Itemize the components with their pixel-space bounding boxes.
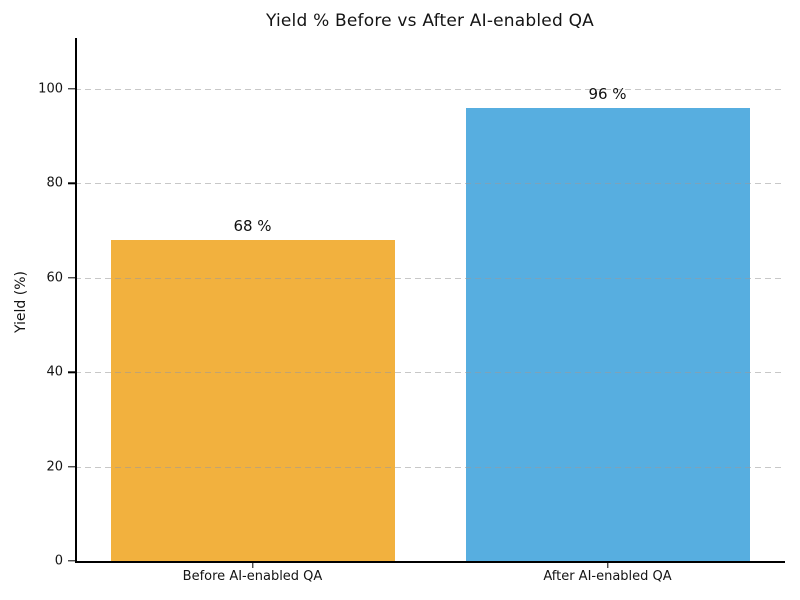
y-tick-mark-100: [68, 88, 75, 90]
gridline-y-80: [75, 183, 785, 185]
y-tick-label-0: 0: [54, 553, 63, 569]
y-tick-label-20: 20: [46, 459, 63, 475]
gridline-y-100: [75, 88, 785, 90]
y-tick-mark-20: [68, 465, 75, 468]
y-tick-label-60: 60: [46, 270, 63, 286]
gridline-y-20: [75, 466, 785, 468]
bar-value-label-before-ai-enabled-qa: 68 %: [233, 217, 272, 236]
x-tick-mark-before-ai-enabled-qa: [251, 561, 254, 568]
x-tick-label-before-ai-enabled-qa: Before AI-enabled QA: [182, 569, 323, 584]
chart-title: Yield % Before vs After AI-enabled QA: [266, 11, 594, 31]
plot-area: 68 % 96 %: [75, 38, 785, 563]
y-tick-mark-60: [68, 277, 75, 279]
gridline-y-40: [75, 372, 785, 374]
y-tick-mark-0: [68, 560, 75, 562]
y-tick-mark-40: [68, 371, 75, 373]
y-axis-label: Yield (%): [13, 270, 29, 334]
y-tick-mark-80: [68, 182, 75, 185]
x-tick-mark-after-ai-enabled-qa: [606, 561, 609, 568]
y-tick-label-80: 80: [46, 175, 63, 191]
bar-before-ai-enabled-qa: [110, 240, 395, 561]
y-tick-label-100: 100: [38, 81, 63, 97]
bar-value-label-after-ai-enabled-qa: 96 %: [588, 84, 627, 103]
x-axis-spine: [75, 561, 785, 563]
y-tick-label-40: 40: [46, 364, 63, 380]
bar-after-ai-enabled-qa: [465, 107, 750, 561]
x-tick-label-after-ai-enabled-qa: After AI-enabled QA: [543, 569, 672, 584]
y-axis-spine: [75, 38, 77, 561]
gridline-y-60: [75, 277, 785, 279]
